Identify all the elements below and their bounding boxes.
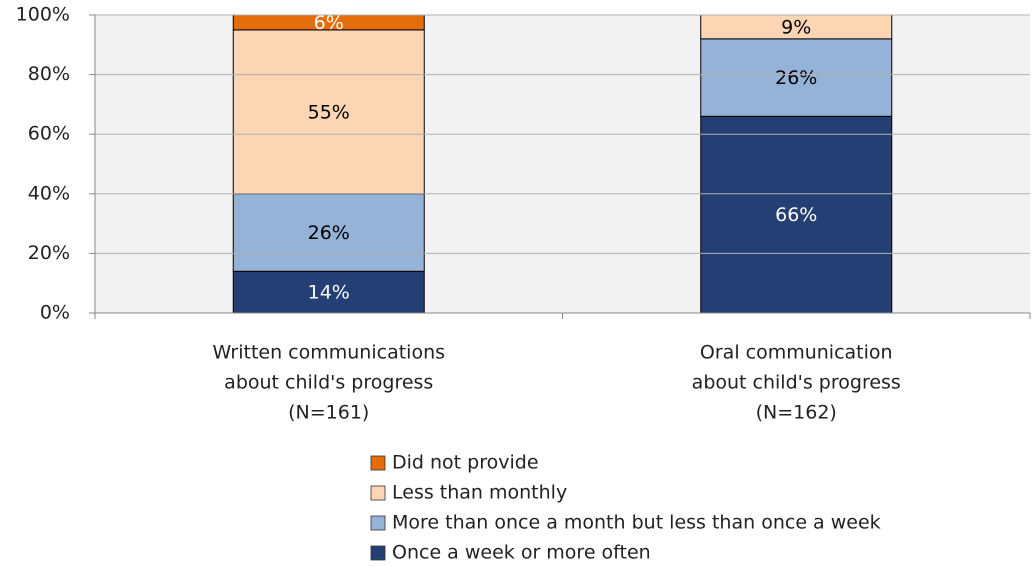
y-tick-label: 60% — [28, 123, 70, 145]
bars: 14% 26% 55% 6% 66% 26% 9% — [232, 12, 893, 313]
x-tick-label: (N=161) — [288, 402, 369, 424]
legend-label: Did not provide — [392, 452, 539, 474]
bar-segment — [700, 38, 893, 117]
legend-swatch — [370, 455, 386, 471]
bar-segment — [232, 270, 425, 313]
x-tick-label: Oral communication — [700, 342, 893, 364]
y-tick-label: 0% — [40, 302, 70, 324]
legend-label: Less than monthly — [392, 482, 567, 504]
data-label: 6% — [314, 12, 344, 34]
legend-swatch — [370, 485, 386, 501]
x-tick-label: Written communications — [212, 342, 445, 364]
bar-segment — [232, 15, 425, 31]
data-label: 26% — [775, 67, 817, 89]
legend-label: Once a week or more often — [392, 542, 651, 564]
bar-segment — [232, 29, 425, 195]
x-tick-label: about child's progress — [692, 372, 901, 394]
x-tick-label: about child's progress — [224, 372, 433, 394]
y-tick-label: 20% — [28, 242, 70, 264]
data-label: 26% — [308, 222, 350, 244]
data-label: 55% — [308, 101, 350, 123]
data-label: 66% — [775, 204, 817, 226]
legend-swatch — [370, 515, 386, 531]
x-tick-label: (N=162) — [756, 402, 837, 424]
y-tick-label: 40% — [28, 182, 70, 204]
legend-swatch — [370, 545, 386, 561]
data-label: 9% — [781, 16, 811, 38]
legend-label: More than once a month but less than onc… — [392, 512, 881, 534]
bar-segment — [700, 15, 893, 40]
data-label: 14% — [308, 282, 350, 304]
y-tick-label: 100% — [16, 4, 70, 26]
y-tick-label: 80% — [28, 63, 70, 85]
